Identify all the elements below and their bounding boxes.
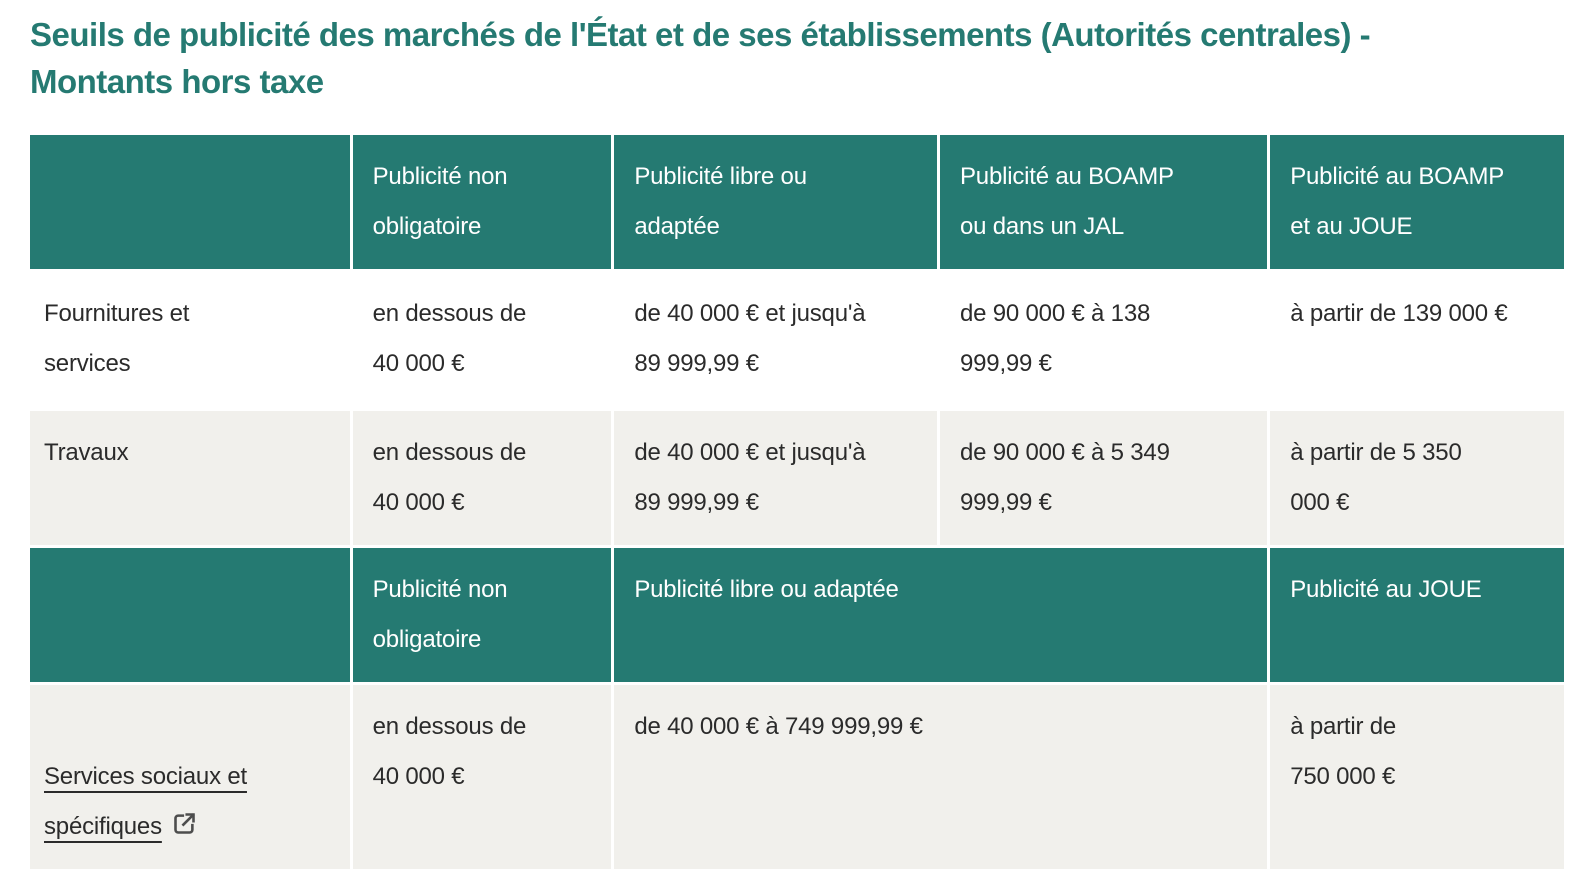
table-row-services-sociaux: Services sociaux et spécifiques en desso… bbox=[30, 685, 1564, 869]
cell-fournitures-boamp-jal: de 90 000 € à 138 999,99 € bbox=[940, 272, 1268, 408]
external-link-icon bbox=[174, 813, 195, 834]
header-cell-publicite-non-obligatoire: Publicité non obligatoire bbox=[352, 135, 612, 269]
header-row-bottom: Publicité non obligatoire Publicité libr… bbox=[30, 548, 1564, 682]
row-label-travaux: Travaux bbox=[30, 411, 350, 545]
header-row-top: Publicité non obligatoire Publicité libr… bbox=[30, 135, 1564, 269]
cell-services-non-obligatoire: en dessous de 40 000 € bbox=[352, 685, 612, 869]
cell-fournitures-boamp-joue: à partir de 139 000 € bbox=[1270, 272, 1564, 408]
thresholds-table: Publicité non obligatoire Publicité libr… bbox=[27, 132, 1567, 872]
cell-services-libre-adaptee: de 40 000 € à 749 999,99 € bbox=[614, 685, 1268, 869]
cell-travaux-boamp-jal: de 90 000 € à 5 349 999,99 € bbox=[940, 411, 1268, 545]
header-cell-publicite-boamp-jal: Publicité au BOAMP ou dans un JAL bbox=[940, 135, 1268, 269]
row-label-services-sociaux: Services sociaux et spécifiques bbox=[30, 685, 350, 869]
header-cell-publicite-non-obligatoire-2: Publicité non obligatoire bbox=[352, 548, 612, 682]
cell-travaux-libre-adaptee: de 40 000 € et jusqu'à 89 999,99 € bbox=[614, 411, 937, 545]
table-row-travaux: Travaux en dessous de 40 000 € de 40 000… bbox=[30, 411, 1564, 545]
header-cell-publicite-boamp-joue: Publicité au BOAMP et au JOUE bbox=[1270, 135, 1564, 269]
services-sociaux-link[interactable]: Services sociaux et spécifiques bbox=[44, 763, 247, 840]
header-cell-empty-2 bbox=[30, 548, 350, 682]
cell-fournitures-non-obligatoire: en dessous de 40 000 € bbox=[352, 272, 612, 408]
header-cell-publicite-libre-adaptee-2: Publicité libre ou adaptée bbox=[614, 548, 1268, 682]
cell-services-joue: à partir de 750 000 € bbox=[1270, 685, 1564, 869]
services-sociaux-link-label: Services sociaux et spécifiques bbox=[44, 763, 247, 840]
header-cell-empty bbox=[30, 135, 350, 269]
header-cell-publicite-joue: Publicité au JOUE bbox=[1270, 548, 1564, 682]
page-title: Seuils de publicité des marchés de l'Éta… bbox=[30, 16, 1371, 100]
cell-travaux-non-obligatoire: en dessous de 40 000 € bbox=[352, 411, 612, 545]
cell-fournitures-libre-adaptee: de 40 000 € et jusqu'à 89 999,99 € bbox=[614, 272, 937, 408]
header-cell-publicite-libre-adaptee: Publicité libre ou adaptée bbox=[614, 135, 937, 269]
row-label-fournitures: Fournitures et services bbox=[30, 272, 350, 408]
cell-travaux-boamp-joue: à partir de 5 350 000 € bbox=[1270, 411, 1564, 545]
table-row-fournitures: Fournitures et services en dessous de 40… bbox=[30, 272, 1564, 408]
